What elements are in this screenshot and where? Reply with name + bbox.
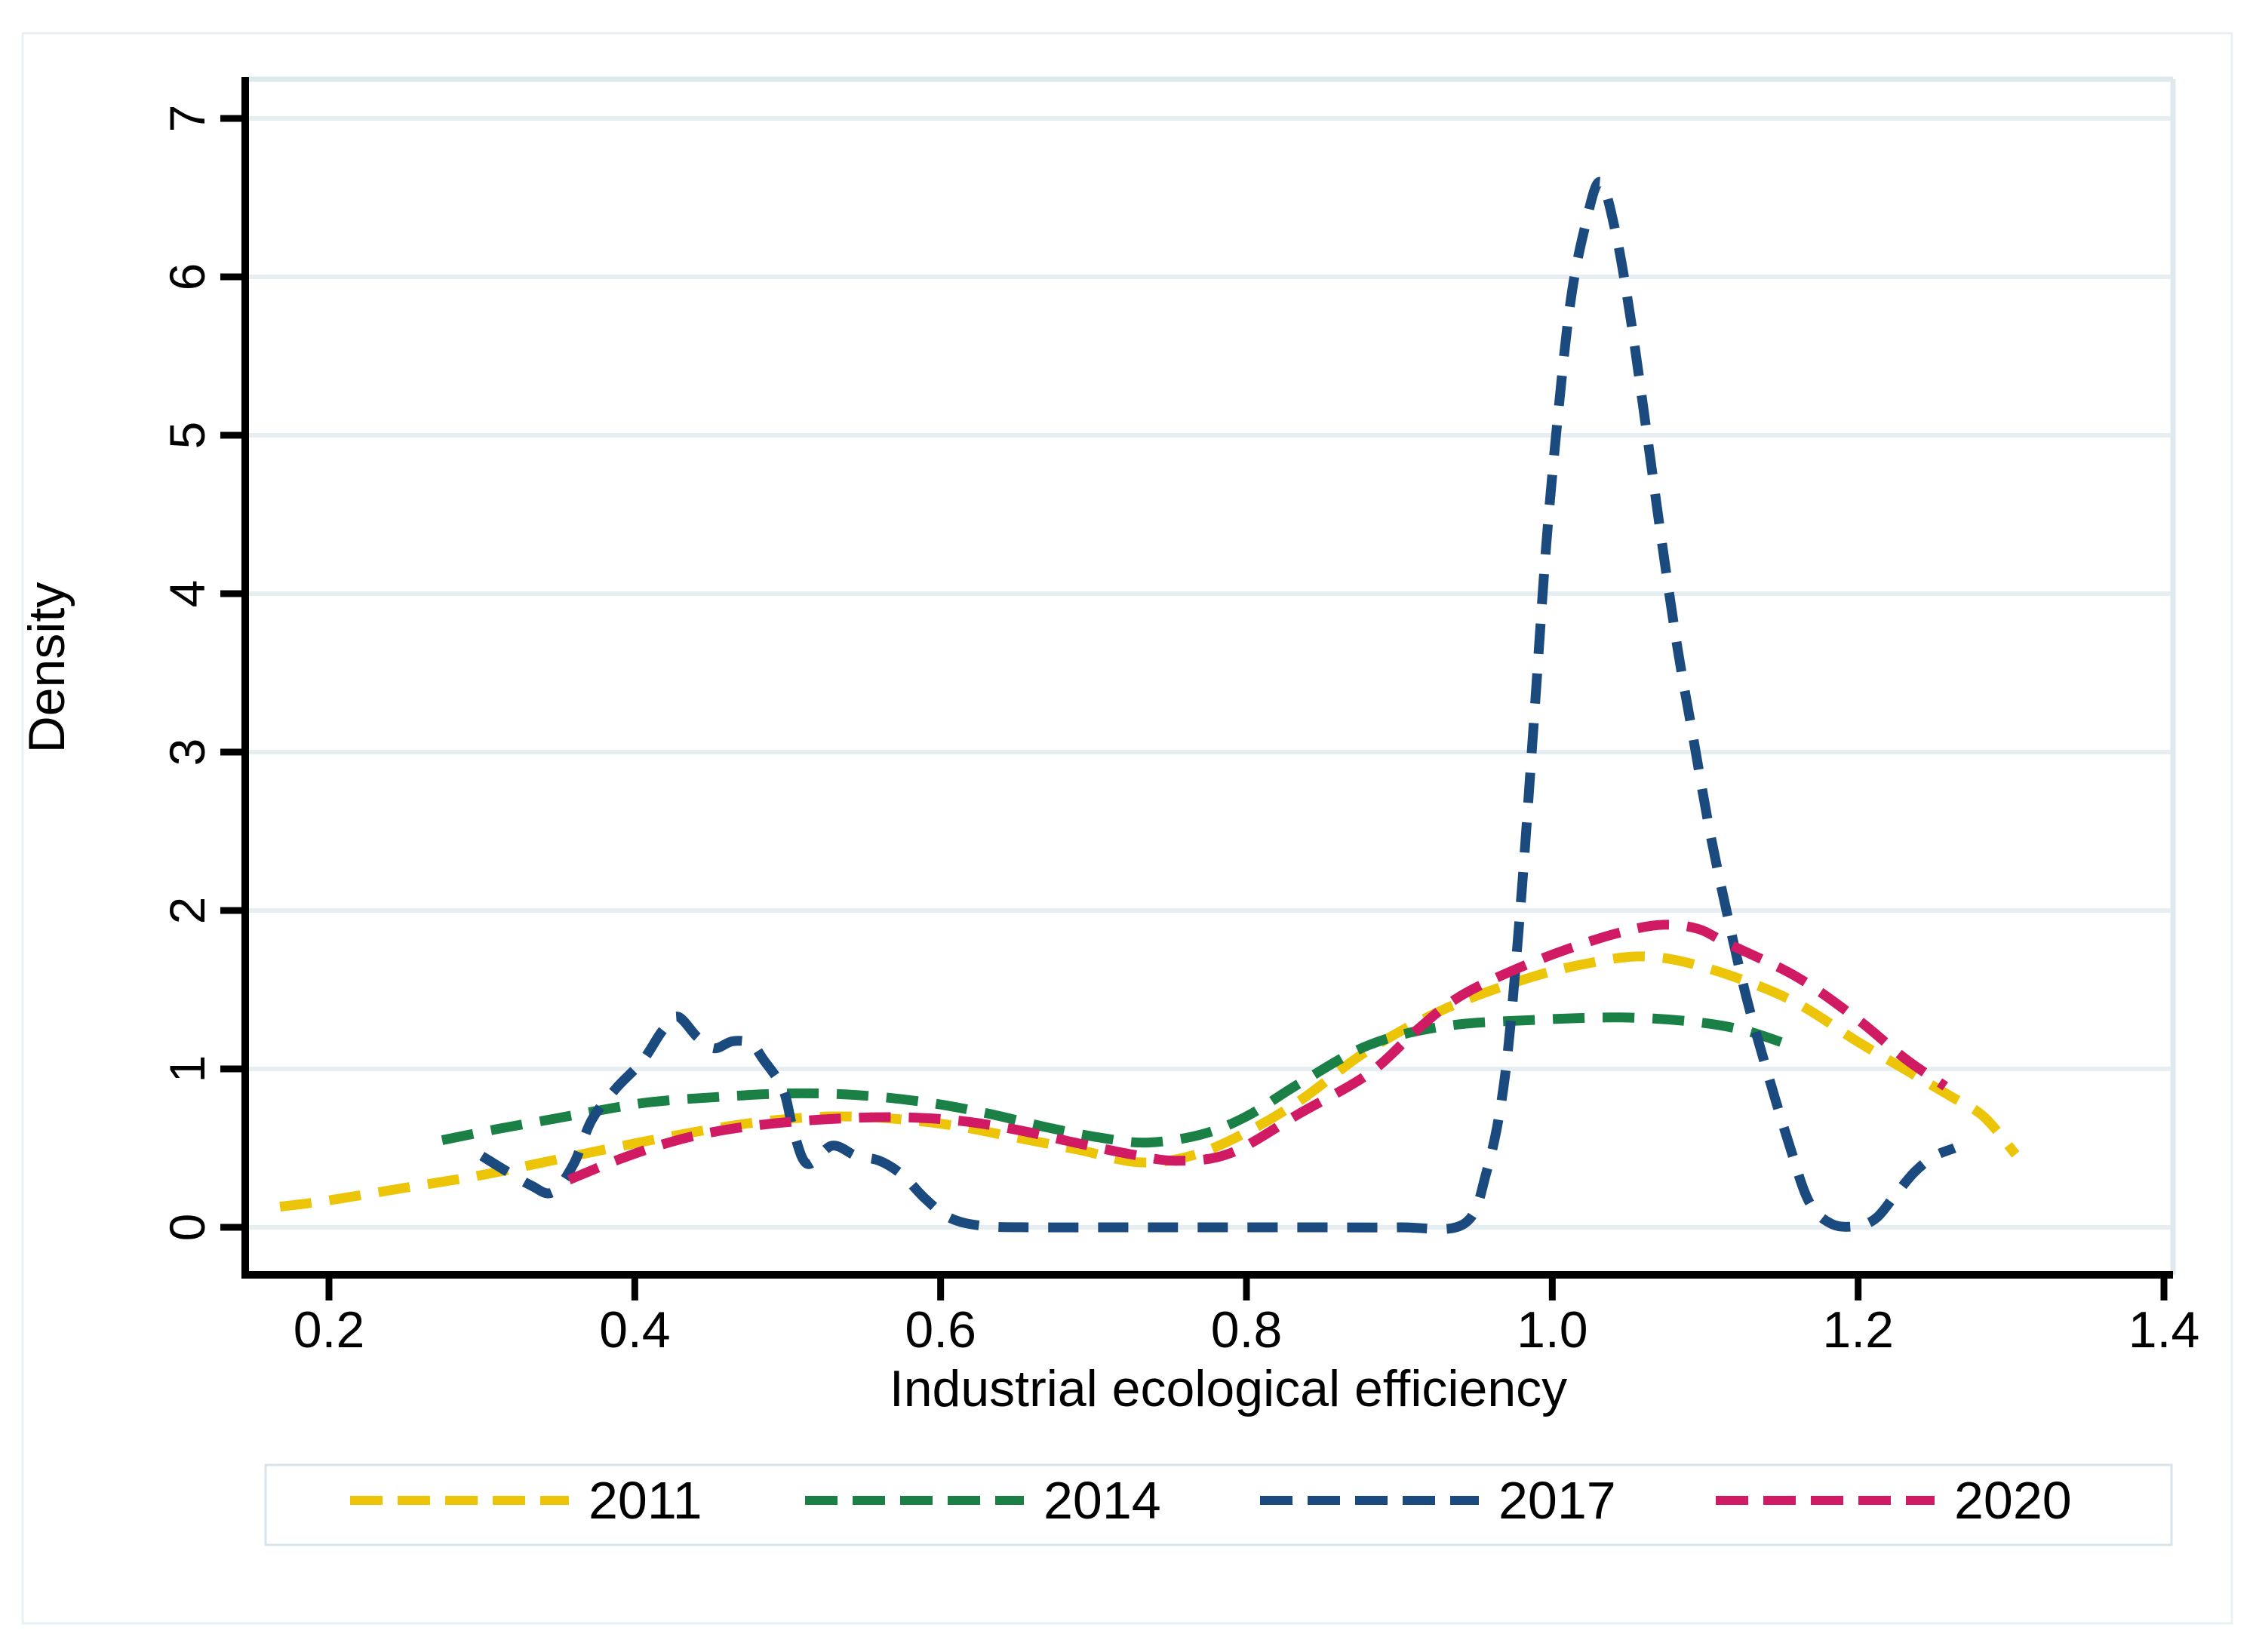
legend-entry-2011: 2011 [350, 1471, 702, 1530]
plot-frame-layer [241, 76, 2176, 1279]
x-tick-label: 0.8 [1211, 1301, 1283, 1359]
x-tick-label: 1.0 [1517, 1301, 1588, 1359]
y-axis-title: Density [18, 582, 75, 754]
figure-outer-border [21, 32, 2233, 1625]
y-tick-label: 7 [159, 105, 215, 133]
x-tick-label: 0.2 [294, 1301, 365, 1359]
x-tick-label: 0.4 [599, 1301, 671, 1359]
series-2020-line [567, 920, 1948, 1185]
y-tick-label: 2 [159, 897, 215, 925]
legend: 2011 2014 2017 2020 [264, 1463, 2173, 1546]
legend-entry-2017: 2017 [1260, 1471, 1616, 1530]
series-2017-line [479, 177, 1956, 1234]
ticks-layer: 0 1 2 3 4 5 6 7 0.2 0.4 0.6 0.8 1.0 1.2 1.4 [159, 105, 2199, 1359]
legend-label-2017: 2017 [1498, 1471, 1616, 1530]
x-tick-label: 1.2 [1822, 1301, 1894, 1359]
y-tick-label: 1 [159, 1055, 215, 1083]
x-axis-title: Industrial ecological efficiency [890, 1360, 1567, 1417]
legend-entry-2014: 2014 [805, 1471, 1161, 1530]
legend-label-2011: 2011 [589, 1471, 702, 1530]
y-tick-label: 6 [159, 263, 215, 291]
x-tick-label: 0.6 [905, 1301, 976, 1359]
y-tick-label: 5 [159, 422, 215, 450]
y-tick-label: 0 [159, 1214, 215, 1242]
legend-label-2020: 2020 [1954, 1471, 2072, 1530]
y-tick-label: 3 [159, 738, 215, 766]
series-layer [279, 177, 2020, 1234]
series-2011-line [279, 951, 2020, 1212]
y-tick-label: 4 [159, 580, 215, 608]
gridlines-layer [248, 116, 2171, 1230]
legend-box [264, 1463, 2173, 1546]
x-tick-label: 1.4 [2128, 1301, 2200, 1359]
series-2014-line [441, 1012, 1796, 1148]
legend-label-2014: 2014 [1043, 1471, 1161, 1530]
legend-entry-2020: 2020 [1716, 1471, 2072, 1530]
